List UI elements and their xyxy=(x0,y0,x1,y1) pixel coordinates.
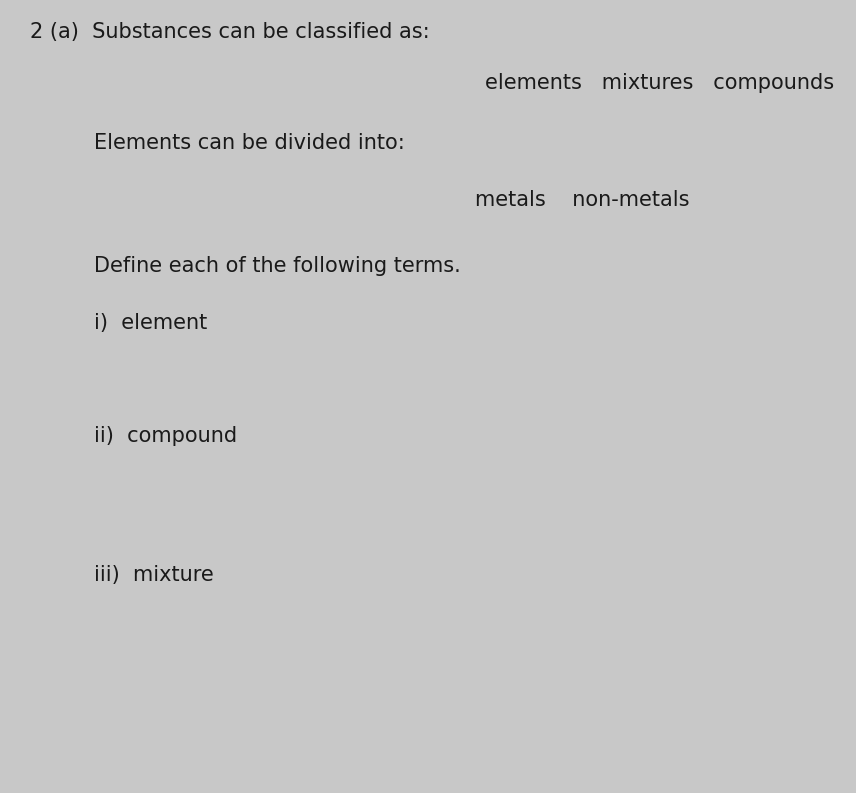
Text: metals    non-metals: metals non-metals xyxy=(475,190,689,210)
Text: Elements can be divided into:: Elements can be divided into: xyxy=(94,132,405,153)
Text: iii)  mixture: iii) mixture xyxy=(94,565,214,585)
Text: elements   mixtures   compounds: elements mixtures compounds xyxy=(485,73,835,94)
Text: i)  element: i) element xyxy=(94,312,207,333)
Text: 2 (a)  Substances can be classified as:: 2 (a) Substances can be classified as: xyxy=(30,21,430,42)
Text: Define each of the following terms.: Define each of the following terms. xyxy=(94,255,461,276)
Text: ii)  compound: ii) compound xyxy=(94,426,237,446)
